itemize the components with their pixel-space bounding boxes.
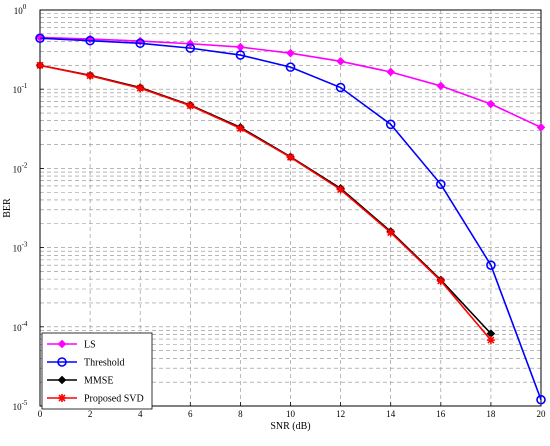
- y-tick-label: 100: [14, 3, 27, 16]
- x-tick-label: 18: [486, 409, 496, 419]
- data-point: [336, 57, 345, 66]
- legend-item: Proposed SVD: [47, 394, 144, 405]
- data-point: [486, 336, 495, 345]
- y-tick-label: 10-5: [13, 399, 28, 412]
- legend-item: Threshold: [47, 357, 125, 369]
- data-point: [286, 153, 295, 162]
- data-point: [436, 276, 445, 285]
- marker-stroke: [236, 124, 244, 132]
- marker-stroke: [86, 72, 94, 80]
- series-proposed-svd: [36, 61, 495, 345]
- marker-stroke: [337, 186, 345, 194]
- marker-stroke: [286, 153, 295, 161]
- x-tick-label: 20: [537, 409, 547, 419]
- series-line: [39, 64, 492, 341]
- legend-marker: [58, 394, 66, 402]
- y-tick-label: 10-2: [13, 161, 28, 174]
- tick-layer: 0 2 4 6 8 10 12 14 16 18 20 100 10-1 10-2 10-3 10-4 10-5: [13, 3, 546, 419]
- legend-marker: [57, 375, 67, 385]
- legend: LS Threshold MMSE Proposed SVD: [41, 332, 153, 410]
- data-point: [435, 179, 446, 190]
- marker-stroke: [487, 336, 495, 344]
- data-point: [335, 82, 346, 93]
- data-point: [486, 99, 496, 109]
- marker-stroke: [58, 394, 66, 402]
- data-point: [135, 38, 145, 49]
- series-threshold: [35, 33, 546, 405]
- data-point: [35, 33, 45, 44]
- data-point: [385, 119, 396, 130]
- legend-label: MMSE: [84, 376, 113, 387]
- legend-label: LS: [84, 340, 96, 351]
- legend-item: MMSE: [47, 376, 113, 387]
- x-tick-label: 2: [88, 409, 93, 419]
- data-point: [536, 123, 546, 132]
- x-axis-label: SNR (dB): [270, 421, 310, 432]
- marker-stroke: [437, 277, 445, 285]
- data-point: [236, 124, 245, 133]
- marker-stroke: [186, 102, 194, 110]
- y-tick-label: 10-3: [13, 241, 28, 254]
- y-axis-label: BER: [2, 198, 13, 218]
- data-point: [386, 228, 395, 237]
- y-tick-label: 10-4: [13, 320, 28, 333]
- data-point: [36, 61, 44, 70]
- marker-stroke: [36, 61, 44, 69]
- data-point: [185, 43, 196, 53]
- x-tick-label: 10: [286, 409, 296, 419]
- data-point: [286, 48, 295, 58]
- data-point: [336, 185, 345, 194]
- legend-marker: [57, 357, 67, 367]
- data-point: [436, 81, 446, 91]
- series-layer: [35, 33, 546, 405]
- series-line: [39, 37, 542, 401]
- data-point: [486, 260, 496, 270]
- data-point: [35, 33, 45, 42]
- legend-label: Threshold: [84, 358, 125, 369]
- y-tick-label: 10-1: [13, 82, 28, 95]
- x-tick-label: 16: [436, 409, 446, 419]
- data-point: [235, 50, 246, 60]
- marker-stroke: [136, 84, 144, 92]
- legend-item: LS: [47, 340, 96, 351]
- x-tick-label: 6: [188, 409, 193, 419]
- data-point: [536, 394, 546, 405]
- x-tick-label: 8: [238, 409, 243, 419]
- data-point: [285, 62, 296, 72]
- x-tick-label: 0: [38, 409, 43, 419]
- legend-label: Proposed SVD: [84, 394, 144, 405]
- data-point: [186, 101, 195, 110]
- data-point: [386, 67, 396, 77]
- x-tick-label: 14: [386, 409, 396, 419]
- data-point: [136, 84, 145, 93]
- data-point: [85, 35, 95, 46]
- data-point: [86, 71, 95, 80]
- x-tick-label: 4: [138, 409, 143, 419]
- legend-marker: [57, 339, 67, 349]
- marker-stroke: [387, 228, 395, 237]
- x-tick-label: 12: [336, 409, 345, 419]
